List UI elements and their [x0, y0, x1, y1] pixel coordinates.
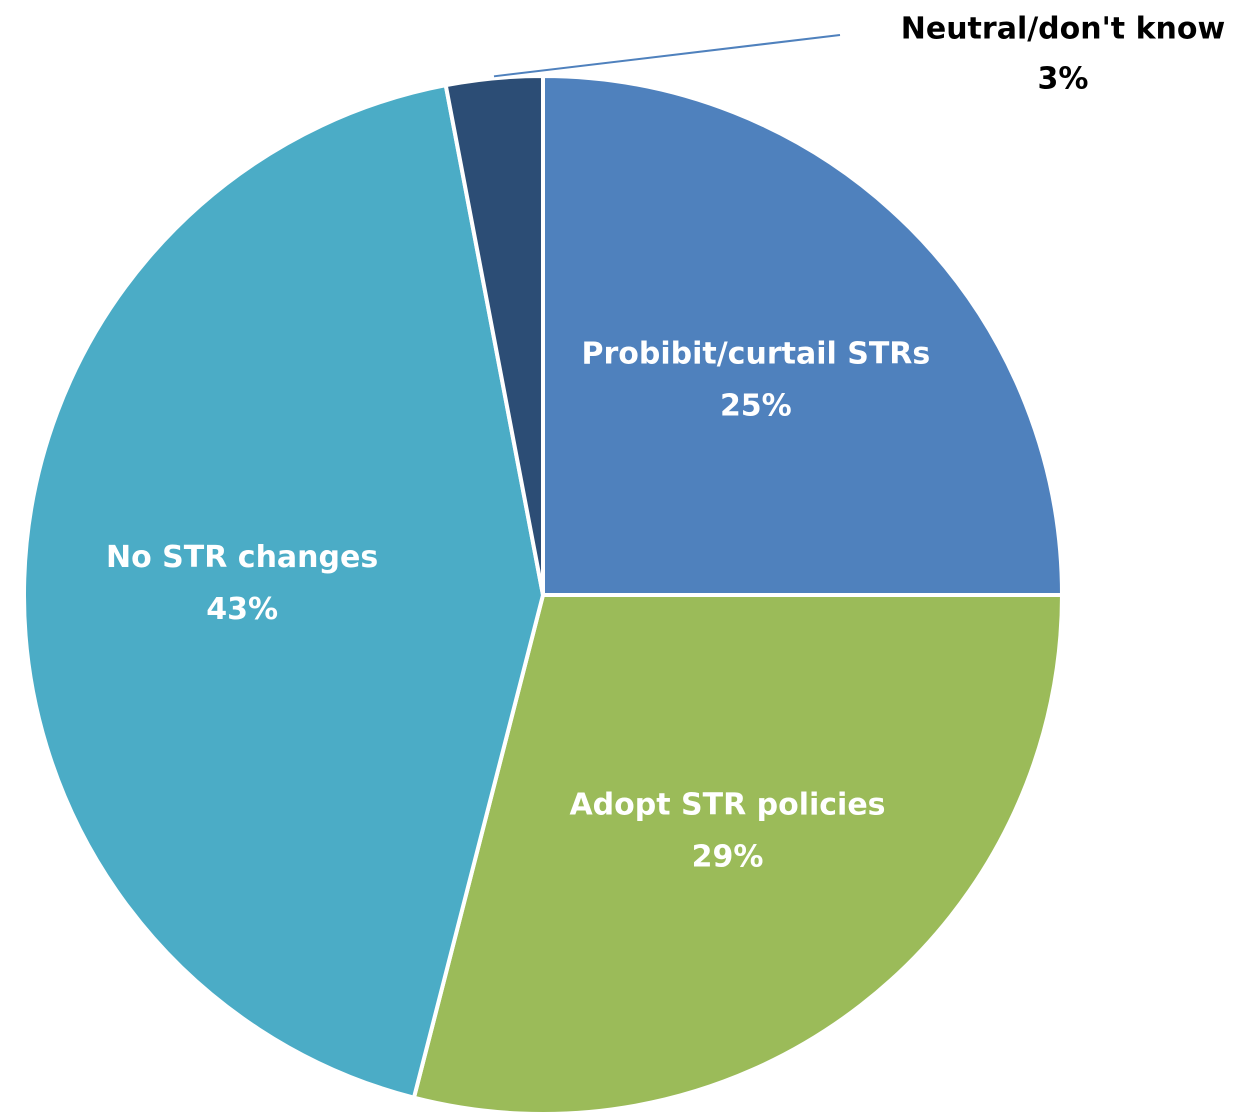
slice-label: No STR changes — [106, 540, 378, 575]
slice-label: Neutral/don't know — [901, 12, 1225, 47]
pie-slice — [541, 73, 1065, 597]
slice-value-label: 29% — [692, 839, 764, 874]
pie-slice — [411, 593, 1065, 1116]
slice-label: Adopt STR policies — [569, 787, 885, 822]
leader-line — [493, 34, 841, 78]
pie-slice — [443, 73, 545, 596]
slice-label: Probibit/curtail STRs — [581, 337, 930, 372]
pie-slice — [22, 82, 546, 1101]
slice-value-label: 25% — [720, 389, 792, 424]
slice-value-label: 43% — [206, 592, 278, 627]
slice-value-label: 3% — [1038, 62, 1089, 97]
